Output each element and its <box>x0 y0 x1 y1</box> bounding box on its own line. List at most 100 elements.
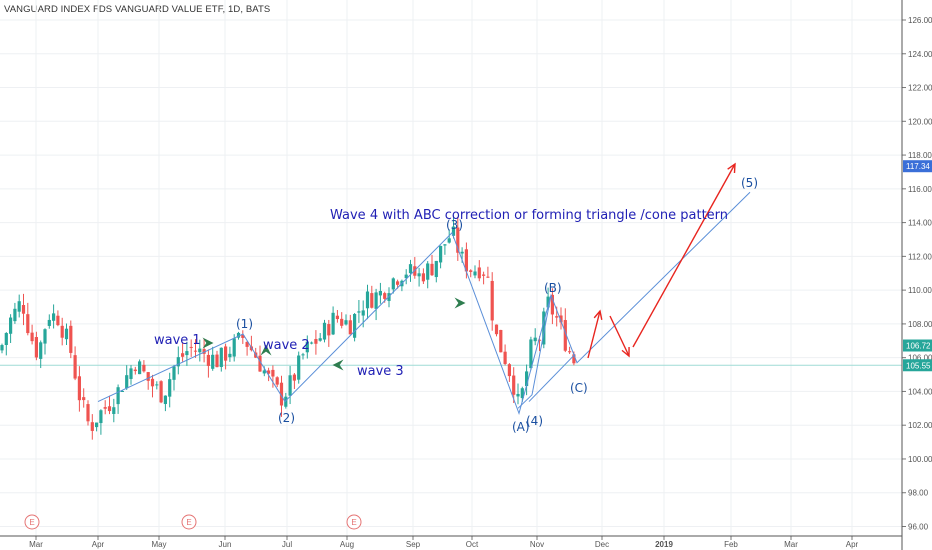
y-tick-label: 96.00 <box>908 523 929 532</box>
candle-body <box>344 320 348 325</box>
wave-count-label: (5) <box>741 176 758 190</box>
price-badge <box>903 359 932 372</box>
candle-body <box>288 375 292 396</box>
wave-count-label: (1) <box>236 317 253 331</box>
y-tick-label: 120.00 <box>908 117 932 126</box>
candle-body <box>426 263 430 280</box>
candle-body <box>469 270 473 272</box>
earnings-marker[interactable] <box>346 514 362 530</box>
candle-body <box>26 314 30 334</box>
wave-count-label: (C) <box>570 381 588 395</box>
wave-count-label: (B) <box>544 281 562 295</box>
y-tick-label: 106.00 <box>908 354 932 363</box>
candle-body <box>378 290 382 296</box>
candle-body <box>125 375 129 389</box>
candle-body <box>99 410 103 424</box>
candle-body <box>434 260 438 278</box>
candle-body <box>529 339 533 369</box>
price-badge <box>903 160 932 173</box>
candle-body <box>460 251 464 254</box>
x-tick-label: Sep <box>406 540 421 549</box>
y-tick-label: 98.00 <box>908 489 929 498</box>
candle-body <box>271 369 275 377</box>
candle-body <box>112 407 116 414</box>
candle-body <box>443 244 447 246</box>
candle-body <box>546 296 550 308</box>
candle-body <box>542 311 546 345</box>
candle-body <box>361 310 365 316</box>
wave-line <box>517 295 552 409</box>
candle-body <box>185 351 189 356</box>
y-tick-label: 112.00 <box>908 252 932 261</box>
candle-body <box>314 338 318 344</box>
projection-arrow <box>609 315 630 357</box>
y-tick-label: 102.00 <box>908 421 932 430</box>
candle-body <box>73 355 77 379</box>
candle-body <box>245 341 249 347</box>
candle-body <box>447 238 451 243</box>
candle-body <box>559 315 563 323</box>
candle-body <box>198 348 202 353</box>
candle-body <box>150 378 155 387</box>
candle-body <box>537 339 542 341</box>
candle-body <box>383 293 387 299</box>
candle-body <box>86 404 90 422</box>
y-tick-label: 122.00 <box>908 84 932 93</box>
candle-body <box>391 278 395 290</box>
candle-body <box>241 335 245 338</box>
green-arrow-markers <box>202 297 466 371</box>
candle-body <box>232 338 236 357</box>
candle-body <box>168 379 172 397</box>
candle-body <box>176 357 180 367</box>
annotation-labels: Wave 4 with ABC correction or forming tr… <box>154 176 758 434</box>
green-arrow-marker <box>202 337 214 349</box>
x-tick-label: Oct <box>466 540 479 549</box>
candle-body <box>236 332 241 338</box>
candle-body <box>189 346 193 348</box>
candle-body <box>95 422 99 428</box>
candle-body <box>408 264 413 274</box>
candle-body <box>275 377 279 385</box>
candle-body <box>107 406 112 412</box>
earnings-marker[interactable] <box>181 514 197 530</box>
candle-body <box>228 353 232 358</box>
candle-body <box>52 313 56 321</box>
x-tick-label: Mar <box>29 540 43 549</box>
candle-body <box>69 325 73 353</box>
arrow-head <box>621 346 630 358</box>
candle-body <box>262 370 266 374</box>
candle-body <box>47 319 51 326</box>
candle-body <box>297 355 301 380</box>
candle-body <box>555 316 559 318</box>
candle-body <box>202 349 206 354</box>
chart-title: VANGUARD INDEX FDS VANGUARD VALUE ETF, 1… <box>4 4 271 15</box>
price-badge-label: 105.55 <box>906 361 931 370</box>
wave-count-label: (4) <box>526 414 543 428</box>
candle-body <box>224 346 228 361</box>
wave-line <box>528 353 576 402</box>
price-axis: 96.00 98.00 100.00 102.00 104.00 106.00 108.00… <box>901 0 932 550</box>
x-tick-label: Apr <box>92 540 105 549</box>
candle-body <box>348 320 352 335</box>
candle-body <box>129 368 133 379</box>
x-tick-label: Apr <box>846 540 859 549</box>
candle-body <box>396 281 400 285</box>
candle-body <box>331 312 335 335</box>
earnings-marker[interactable] <box>24 514 40 530</box>
candle-body <box>404 274 408 279</box>
candle-body <box>456 227 460 253</box>
candle-body <box>163 395 167 405</box>
candle-body <box>486 276 490 278</box>
candle-body <box>430 263 434 276</box>
y-tick-label: 114.00 <box>908 219 932 228</box>
candle-body <box>421 273 425 282</box>
candle-body <box>572 354 576 364</box>
wave-2-label: wave 2 <box>263 338 310 353</box>
x-tick-label: Aug <box>340 540 354 549</box>
price-badge <box>903 339 932 352</box>
earnings-marker-label: E <box>29 518 34 527</box>
candle-body <box>159 381 163 403</box>
candle-body <box>568 351 572 353</box>
wave-1-label: wave 1 <box>154 333 201 348</box>
